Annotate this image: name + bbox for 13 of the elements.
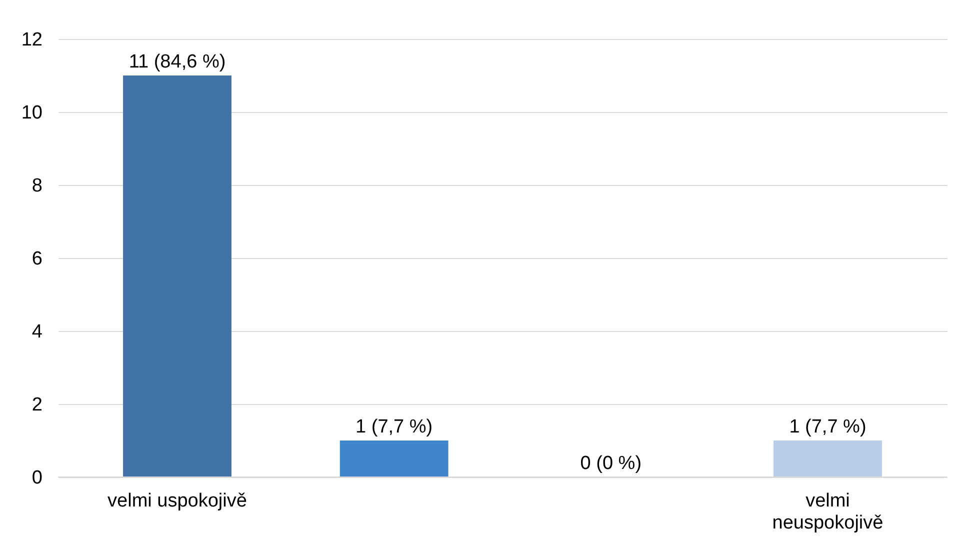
data-label: 11 (84,6 %) <box>128 52 226 72</box>
y-tick-label: 10 <box>21 102 42 124</box>
y-tick-label: 12 <box>21 30 42 50</box>
x-tick-label: velmi uspokojivě <box>108 490 247 512</box>
y-tick-label: 6 <box>32 248 42 270</box>
data-label: 1 (7,7 %) <box>789 416 866 438</box>
y-tick-label: 2 <box>32 394 42 416</box>
data-label: 1 (7,7 %) <box>356 416 433 438</box>
y-tick-label: 0 <box>32 468 42 488</box>
y-tick-label: 4 <box>32 322 43 342</box>
y-tick-label: 8 <box>32 176 42 196</box>
data-label: 0 (0 %) <box>580 453 642 474</box>
x-tick-label: velmi neuspokojivě <box>772 490 884 534</box>
